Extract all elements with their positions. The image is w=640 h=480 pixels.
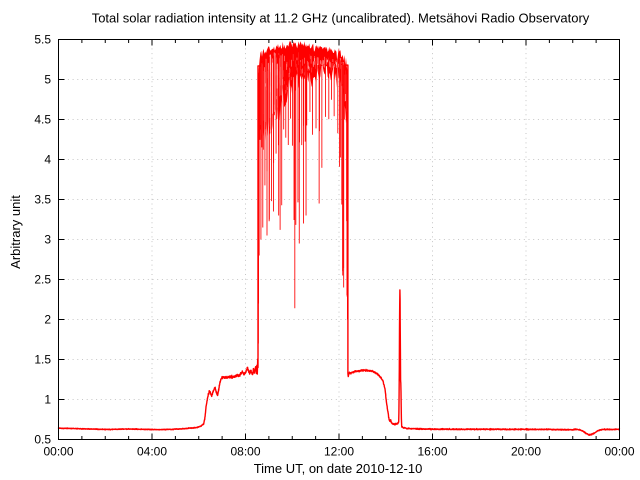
svg-text:08:00: 08:00 xyxy=(230,445,260,459)
svg-text:00:00: 00:00 xyxy=(43,445,73,459)
svg-text:Time UT, on date 2010-12-10: Time UT, on date 2010-12-10 xyxy=(254,461,423,476)
svg-text:00:00: 00:00 xyxy=(604,445,634,459)
svg-text:Total solar radiation intensit: Total solar radiation intensity at 11.2 … xyxy=(92,11,590,26)
svg-text:0.5: 0.5 xyxy=(34,433,51,447)
svg-text:5.5: 5.5 xyxy=(34,33,51,47)
svg-text:12:00: 12:00 xyxy=(324,445,354,459)
svg-text:04:00: 04:00 xyxy=(137,445,167,459)
svg-text:1.5: 1.5 xyxy=(34,353,51,367)
svg-text:20:00: 20:00 xyxy=(511,445,541,459)
svg-text:5: 5 xyxy=(44,73,51,87)
svg-text:Arbitrary unit: Arbitrary unit xyxy=(8,195,23,269)
svg-text:1: 1 xyxy=(44,393,51,407)
svg-text:3: 3 xyxy=(44,233,51,247)
svg-text:2.5: 2.5 xyxy=(34,273,51,287)
svg-text:2: 2 xyxy=(44,313,51,327)
svg-text:4.5: 4.5 xyxy=(34,113,51,127)
svg-text:4: 4 xyxy=(44,153,51,167)
svg-text:16:00: 16:00 xyxy=(417,445,447,459)
svg-text:3.5: 3.5 xyxy=(34,193,51,207)
